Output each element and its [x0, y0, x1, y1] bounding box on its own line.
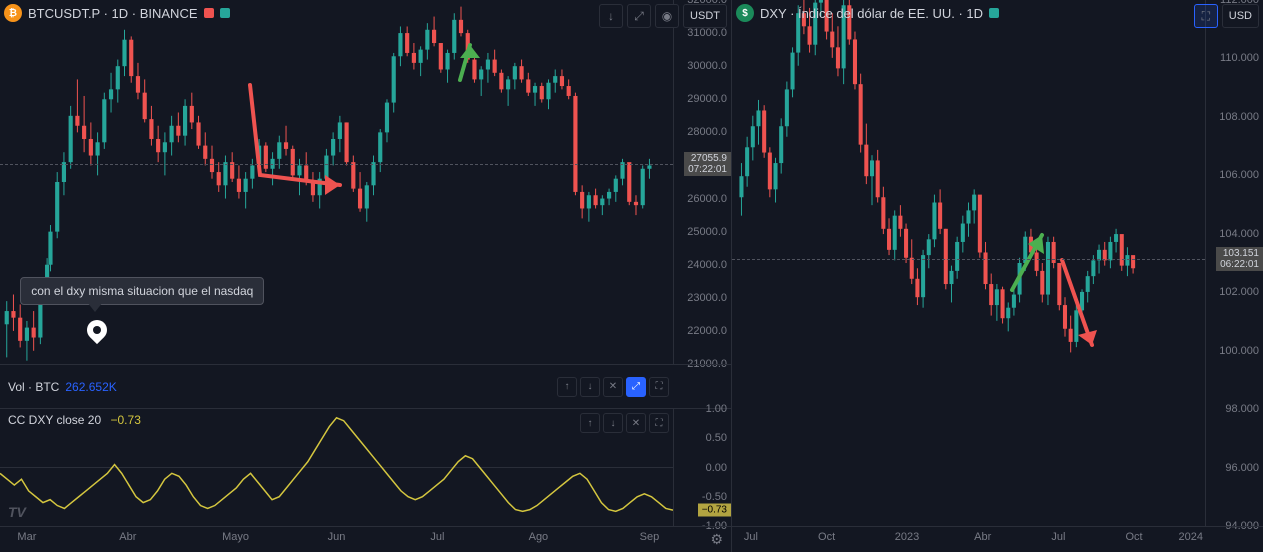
price-line	[732, 259, 1205, 260]
volume-value: 262.652K	[65, 380, 116, 394]
right-symbol-title[interactable]: DXY · Índice del dólar de EE. UU. · 1D	[760, 6, 983, 21]
fullscreen-icon[interactable]: ⛶	[1194, 4, 1218, 28]
left-price-axis[interactable]: 21000.022000.023000.024000.025000.026000…	[673, 0, 731, 364]
right-pane: $ DXY · Índice del dólar de EE. UU. · 1D…	[732, 0, 1263, 552]
left-symbol-title[interactable]: BTCUSDT.P · 1D · BINANCE	[28, 6, 198, 21]
left-pane: ₿ BTCUSDT.P · 1D · BINANCE ↓ ⤢ ◉ USDT co…	[0, 0, 732, 552]
right-chart-header: $ DXY · Índice del dólar de EE. UU. · 1D	[736, 4, 999, 22]
cc-value: −0.73	[111, 413, 141, 427]
ohlc-dot-red	[204, 8, 214, 18]
right-currency-button[interactable]: USD	[1222, 4, 1259, 28]
download-icon[interactable]: ↓	[599, 4, 623, 28]
pane-expand-icon[interactable]: ⤢	[626, 377, 646, 397]
volume-pane: Vol · BTC 262.652K ↑ ↓ ✕ ⤢ ⛶	[0, 364, 731, 408]
left-top-controls: ↓ ⤢ ◉ USDT	[599, 4, 727, 28]
tradingview-logo: TV	[8, 504, 26, 520]
gear-icon[interactable]: ⚙	[710, 531, 723, 548]
right-price-axis[interactable]: 94.00096.00098.000100.000102.000104.0001…	[1205, 0, 1263, 526]
volume-label: Vol · BTC	[8, 380, 59, 394]
dxy-chart-area[interactable]: $ DXY · Índice del dólar de EE. UU. · 1D…	[732, 0, 1263, 526]
ohlc-dot-green	[989, 8, 999, 18]
dollar-icon: $	[736, 4, 754, 22]
cc-axis[interactable]: 1.000.500.00-0.50-1.00−0.73	[673, 409, 731, 526]
pane-close-icon[interactable]: ✕	[603, 377, 623, 397]
annotation-text[interactable]: con el dxy misma situacion que el nasdaq	[20, 277, 264, 305]
annotation-tail	[87, 302, 103, 312]
btc-chart-area[interactable]: ₿ BTCUSDT.P · 1D · BINANCE ↓ ⤢ ◉ USDT co…	[0, 0, 731, 364]
price-line	[0, 164, 673, 165]
correlation-pane: CC DXY close 20 −0.73 ↑ ↓ ✕ ⛶ TV 1.000.5…	[0, 408, 731, 526]
left-time-axis[interactable]: ⚙ MarAbrMayoJunJulAgoSep	[0, 526, 731, 552]
right-top-controls: ⛶ USD	[1194, 4, 1259, 28]
left-currency-button[interactable]: USDT	[683, 4, 727, 28]
expand-icon[interactable]: ⤢	[627, 4, 651, 28]
btc-icon: ₿	[4, 4, 22, 22]
right-time-axis[interactable]: JulOct2023AbrJulOct2024	[732, 526, 1263, 552]
ohlc-dot-green	[220, 8, 230, 18]
pane-up-icon[interactable]: ↑	[557, 377, 577, 397]
pane-down-icon[interactable]: ↓	[580, 377, 600, 397]
cc-label: CC DXY close 20	[8, 413, 101, 427]
btc-plot[interactable]: con el dxy misma situacion que el nasdaq	[0, 0, 673, 364]
pane-max-icon[interactable]: ⛶	[649, 377, 669, 397]
camera-icon[interactable]: ◉	[655, 4, 679, 28]
left-chart-header: ₿ BTCUSDT.P · 1D · BINANCE	[4, 4, 230, 22]
dxy-plot[interactable]	[732, 0, 1205, 526]
